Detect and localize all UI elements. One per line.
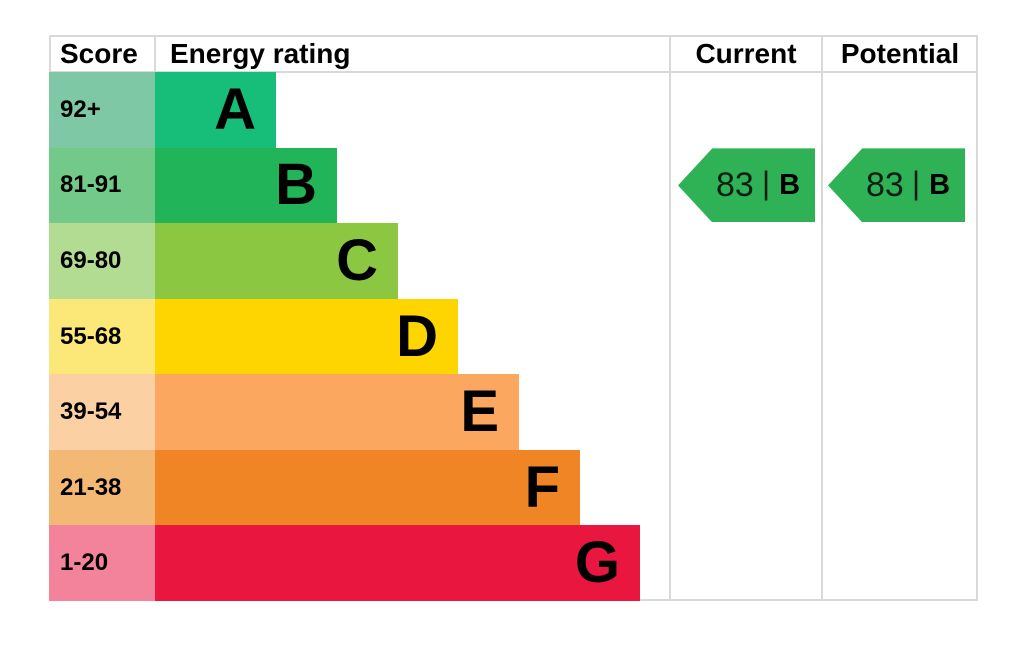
header-current: Current bbox=[695, 37, 797, 69]
potential-badge-separator: | bbox=[911, 164, 921, 201]
rating-bar-g: G bbox=[155, 525, 640, 602]
epc-row-d: 55-68 D bbox=[49, 298, 978, 375]
potential-badge-value: 83 bbox=[866, 165, 904, 204]
rating-bar-a: A bbox=[155, 72, 276, 148]
score-range-b: 81-91 bbox=[49, 147, 155, 224]
score-range-g: 1-20 bbox=[49, 525, 155, 602]
current-badge-value: 83 bbox=[716, 165, 754, 204]
header-energy-rating: Energy rating bbox=[170, 37, 351, 69]
rating-bar-c: C bbox=[155, 223, 398, 299]
current-badge-letter: B bbox=[779, 168, 801, 201]
rating-bar-e: E bbox=[155, 374, 519, 450]
epc-row-c: 69-80 C bbox=[49, 223, 978, 299]
score-range-d: 55-68 bbox=[49, 298, 155, 375]
current-column-divider bbox=[669, 35, 671, 601]
epc-row-f: 21-38 F bbox=[49, 449, 978, 526]
epc-rows: 92+ A 81-91 B 69-80 C 55-68 D 39-54 E 21-38 F 1-20 G bbox=[49, 72, 978, 602]
table-right-border bbox=[976, 35, 978, 601]
rating-bar-d: D bbox=[155, 298, 458, 375]
score-range-f: 21-38 bbox=[49, 449, 155, 526]
potential-badge-letter: B bbox=[929, 168, 951, 201]
rating-bar-f: F bbox=[155, 449, 580, 526]
potential-column-divider bbox=[821, 35, 823, 601]
header-score: Score bbox=[60, 37, 138, 69]
table-top-border bbox=[49, 35, 978, 37]
score-range-e: 39-54 bbox=[49, 374, 155, 450]
epc-row-g: 1-20 G bbox=[49, 525, 978, 602]
score-column-divider bbox=[154, 35, 156, 72]
score-range-c: 69-80 bbox=[49, 223, 155, 299]
rating-bar-b: B bbox=[155, 147, 337, 224]
epc-row-e: 39-54 E bbox=[49, 374, 978, 450]
header-bottom-border bbox=[49, 71, 978, 73]
score-range-a: 92+ bbox=[49, 72, 155, 148]
current-badge-separator: | bbox=[761, 164, 771, 201]
epc-row-b: 81-91 B bbox=[49, 147, 978, 224]
header-potential: Potential bbox=[840, 37, 960, 69]
epc-row-a: 92+ A bbox=[49, 72, 978, 148]
epc-table: Score Energy rating Current Potential 92… bbox=[49, 35, 978, 602]
